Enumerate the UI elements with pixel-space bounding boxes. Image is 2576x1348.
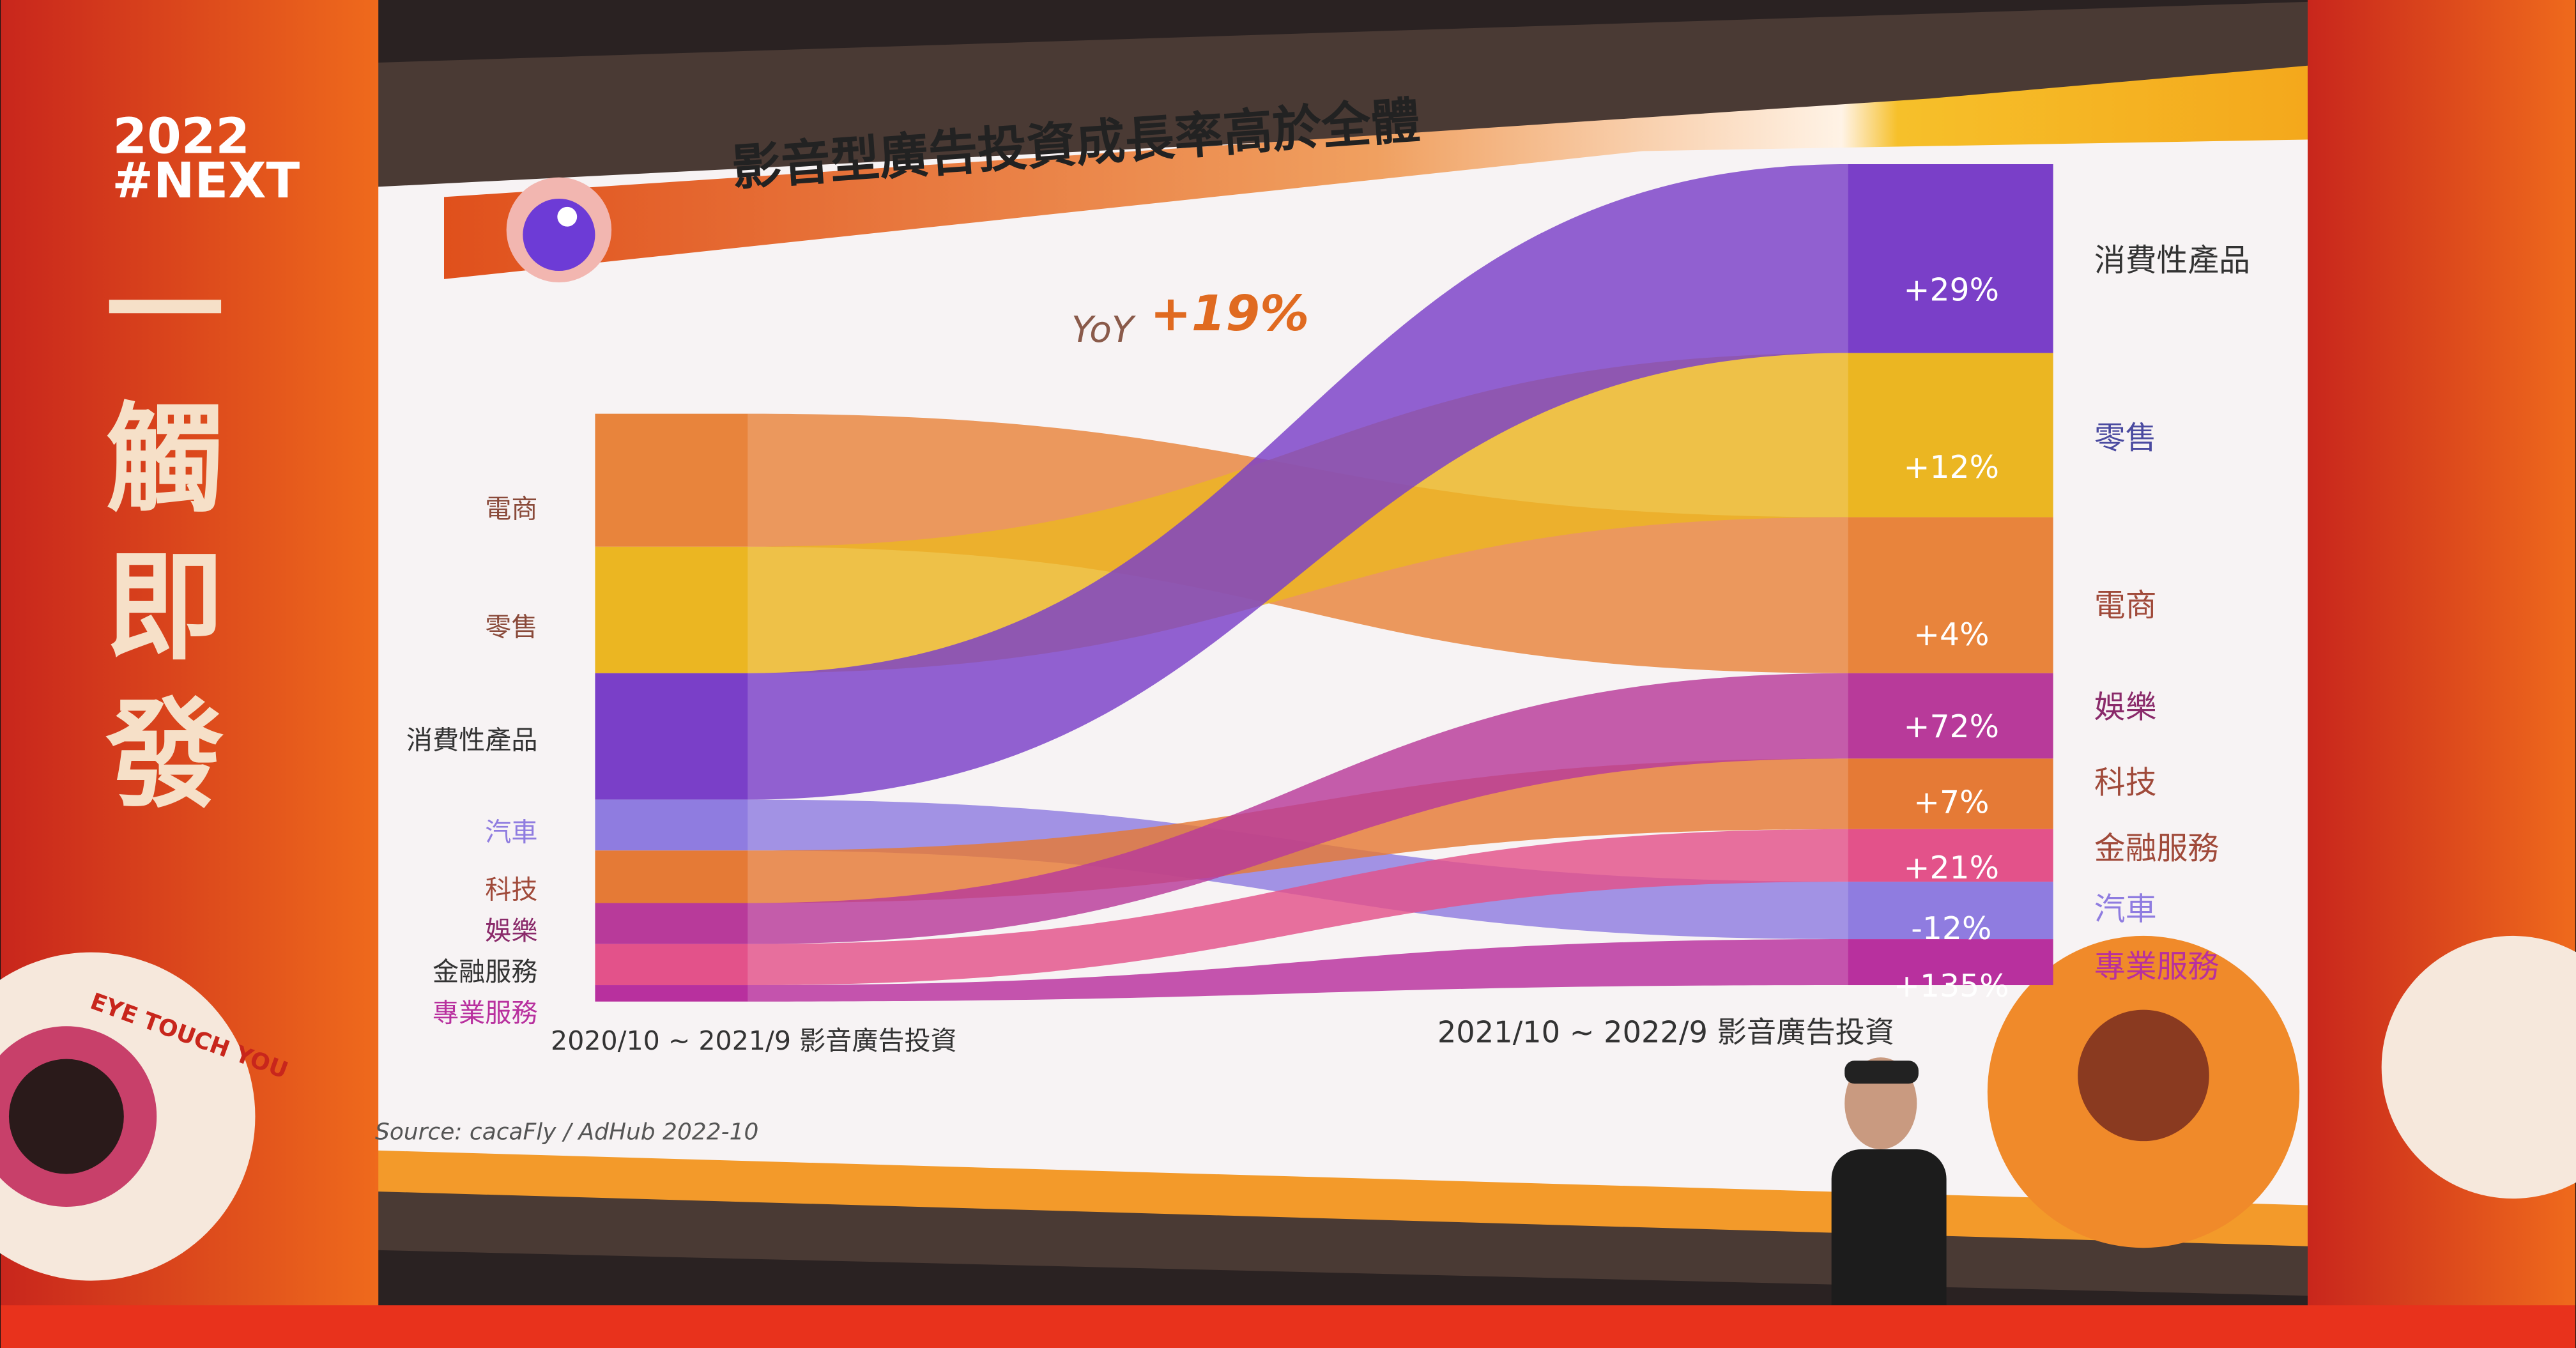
right-segment (1848, 882, 2053, 940)
right-label: 專業服務 (2094, 948, 2219, 984)
flow (747, 164, 1848, 800)
left-label: 娛樂 (485, 915, 537, 946)
right-segment (1848, 758, 2053, 829)
growth-label: +7% (1913, 784, 1989, 820)
right-segment (1848, 673, 2053, 759)
left-label: 電商 (485, 493, 537, 524)
growth-label: +4% (1913, 617, 1989, 653)
flow (747, 673, 1848, 944)
left-segment (595, 413, 748, 547)
left-segment (595, 985, 748, 1002)
right-label: 汽車 (2094, 891, 2157, 927)
left-segment (595, 673, 748, 800)
right-segment (1848, 164, 2053, 353)
right-label: 電商 (2094, 587, 2157, 624)
banner-year: 2022 (113, 107, 250, 165)
growth-label: +72% (1904, 708, 1999, 745)
flow (747, 829, 1848, 986)
right-label: 科技 (2094, 764, 2157, 800)
slogan-char: 即 (106, 539, 224, 677)
slogan-char: 發 (105, 686, 224, 824)
right-segment (1848, 939, 2053, 986)
growth-label: +135% (1894, 968, 2009, 1004)
right-segment (1848, 517, 2053, 673)
right-label: 娛樂 (2094, 689, 2157, 725)
flow (747, 799, 1848, 940)
growth-label: +12% (1904, 449, 1999, 486)
left-segment (595, 903, 748, 944)
flows (595, 164, 2053, 1002)
left-label: 零售 (485, 611, 537, 642)
right-segment (1848, 353, 2053, 517)
presenter-body (1831, 1149, 1947, 1348)
logo-eye (557, 206, 578, 227)
stage-floor (1, 1305, 2575, 1348)
right-segment (1848, 829, 2053, 882)
decor-pupil (2078, 1009, 2209, 1142)
yoy-label: YoY (1071, 309, 1137, 351)
banner-tag: #NEXT (112, 152, 300, 210)
slogan-char: 觸 (106, 390, 224, 528)
growth-label: -12% (1911, 910, 1991, 947)
presenter-hair (1844, 1061, 1919, 1084)
right-caption: 2021/10 ~ 2022/9 影音廣告投資 (1438, 1015, 1894, 1050)
left-ring-pupil (8, 1059, 124, 1174)
left-label: 金融服務 (433, 956, 537, 987)
left-segment (595, 799, 748, 851)
source: Source: cacaFly / AdHub 2022-10 (375, 1119, 758, 1145)
growth-label: +21% (1904, 850, 1999, 886)
yoy-value: +19% (1150, 285, 1309, 342)
right-label: 金融服務 (2094, 830, 2219, 866)
slide-header (444, 65, 2308, 279)
logo (523, 198, 595, 272)
left-segment (595, 850, 748, 903)
slogan-char: 一 (106, 243, 224, 381)
growth-label: +29% (1904, 272, 1999, 308)
right-ring (2381, 935, 2576, 1199)
left-segment (595, 944, 748, 986)
left-segment (595, 546, 748, 673)
flow (747, 939, 1848, 1002)
left-label: 汽車 (485, 817, 537, 848)
left-label: 科技 (485, 875, 537, 905)
left-label: 消費性產品 (406, 725, 538, 756)
left-label: 專業服務 (433, 997, 537, 1028)
left-caption: 2020/10 ~ 2021/9 影音廣告投資 (551, 1025, 957, 1056)
right-label: 零售 (2094, 420, 2157, 456)
right-label: 消費性產品 (2094, 242, 2250, 279)
presenter (1831, 1057, 1947, 1348)
